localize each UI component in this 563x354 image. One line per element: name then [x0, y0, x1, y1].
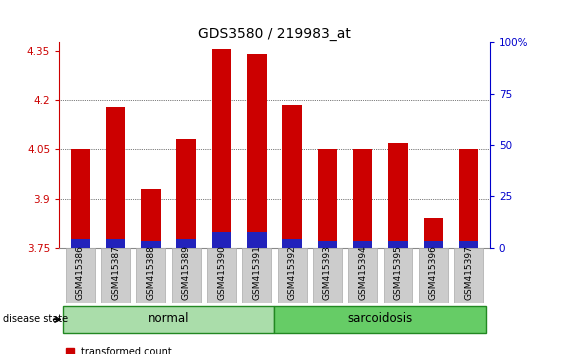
Bar	[454, 248, 483, 303]
Text: GSM415391: GSM415391	[252, 245, 261, 300]
Bar	[106, 239, 126, 248]
Bar	[62, 306, 275, 333]
Bar	[141, 241, 160, 248]
Text: GSM415392: GSM415392	[288, 245, 297, 300]
Bar	[383, 248, 413, 303]
Bar	[388, 143, 408, 248]
Bar	[348, 248, 377, 303]
Bar	[172, 248, 200, 303]
Bar	[212, 49, 231, 248]
Bar	[106, 107, 126, 248]
Bar	[419, 248, 448, 303]
Bar	[136, 248, 166, 303]
Bar	[353, 241, 373, 248]
Bar	[176, 239, 196, 248]
Bar	[318, 149, 337, 248]
Bar	[283, 239, 302, 248]
Text: GSM415394: GSM415394	[358, 245, 367, 300]
Text: GSM415387: GSM415387	[111, 245, 120, 300]
Bar	[275, 306, 486, 333]
Text: GSM415389: GSM415389	[182, 245, 191, 300]
Bar	[278, 248, 307, 303]
Text: disease state: disease state	[3, 314, 68, 325]
Bar	[459, 149, 479, 248]
Bar	[283, 105, 302, 248]
Text: GSM415396: GSM415396	[429, 245, 438, 300]
Text: GSM415393: GSM415393	[323, 245, 332, 300]
Title: GDS3580 / 219983_at: GDS3580 / 219983_at	[198, 28, 351, 41]
Bar	[101, 248, 130, 303]
Bar	[247, 232, 266, 248]
Bar	[318, 241, 337, 248]
Bar	[242, 248, 271, 303]
Legend: transformed count, percentile rank within the sample: transformed count, percentile rank withi…	[64, 346, 248, 354]
Text: normal: normal	[148, 312, 189, 325]
Text: GSM415395: GSM415395	[394, 245, 403, 300]
Bar	[313, 248, 342, 303]
Bar	[207, 248, 236, 303]
Text: GSM415388: GSM415388	[146, 245, 155, 300]
Text: GSM415386: GSM415386	[76, 245, 85, 300]
Text: sarcoidosis: sarcoidosis	[348, 312, 413, 325]
Text: GSM415390: GSM415390	[217, 245, 226, 300]
Bar	[388, 241, 408, 248]
Bar	[353, 149, 373, 248]
Bar	[70, 149, 90, 248]
Text: GSM415397: GSM415397	[464, 245, 473, 300]
Bar	[212, 232, 231, 248]
Bar	[423, 241, 443, 248]
Bar	[176, 139, 196, 248]
Bar	[459, 241, 479, 248]
Bar	[66, 248, 95, 303]
Bar	[247, 54, 266, 248]
Bar	[423, 218, 443, 248]
Bar	[141, 189, 160, 248]
Bar	[70, 239, 90, 248]
